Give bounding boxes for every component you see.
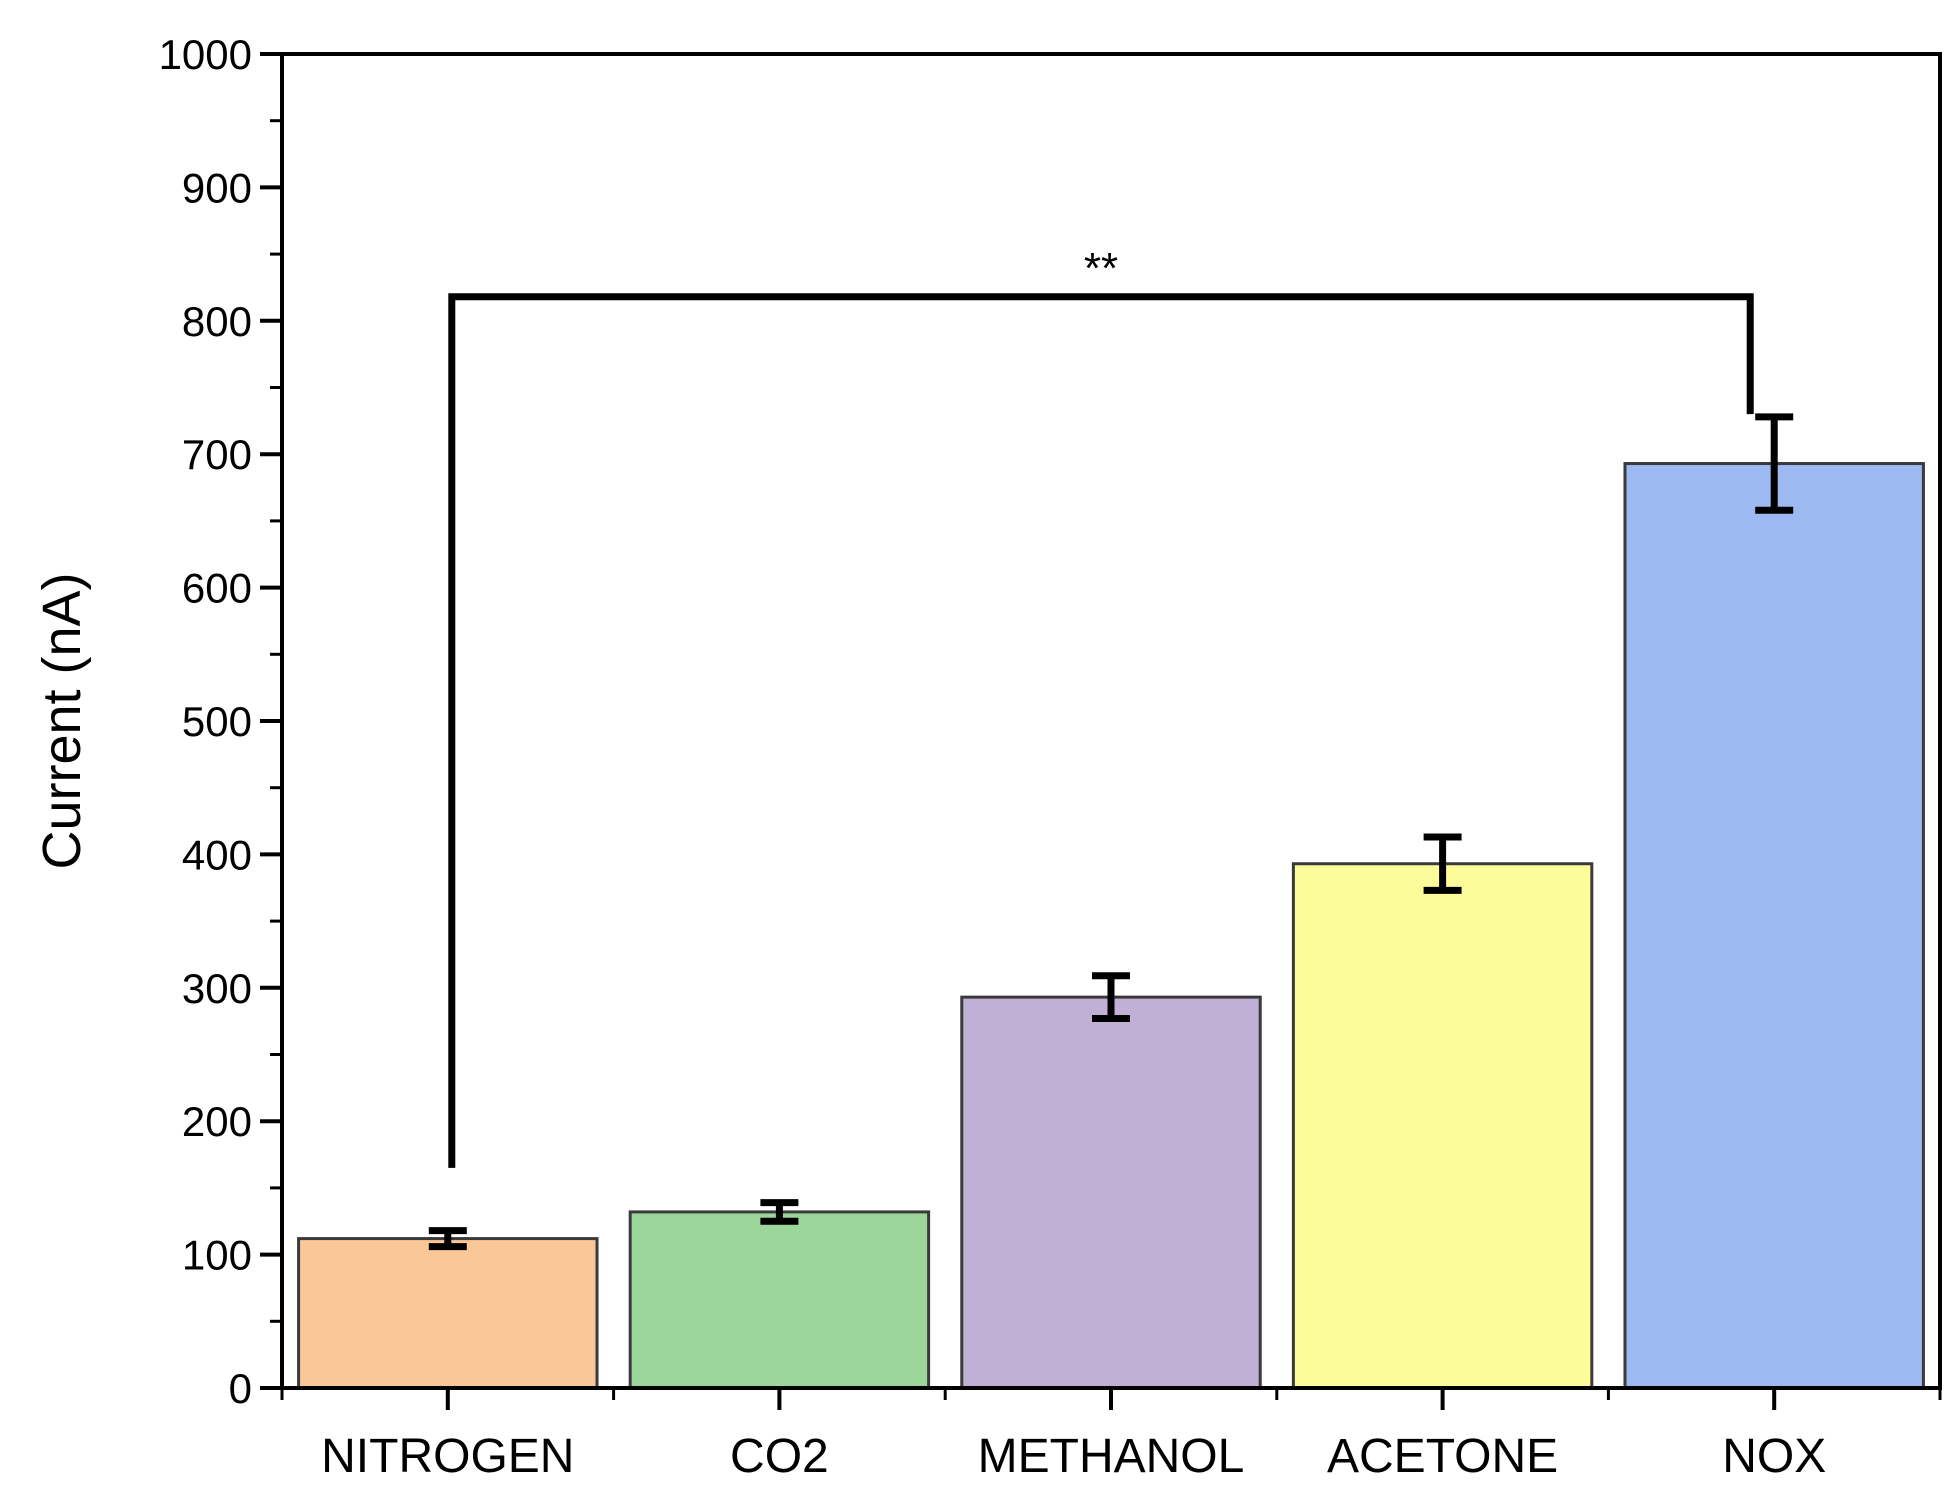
error-bar-nitrogen [428,1227,467,1251]
x-tick-label-nox: NOX [1722,1430,1826,1483]
error-bar-co2 [760,1199,799,1225]
y-tick-label: 800 [182,298,252,345]
x-tick-label-acetone: ACETONE [1327,1430,1558,1483]
bar-nox [1623,462,1925,1390]
x-tick-label-methanol: METHANOL [978,1430,1245,1483]
error-bar-nox [1755,413,1794,514]
y-tick-label: 900 [182,164,252,211]
x-tick-label-nitrogen: NITROGEN [321,1430,574,1483]
bar-co2 [628,1210,931,1390]
y-tick-label: 200 [182,1098,252,1145]
y-tick-label: 400 [182,831,252,878]
y-axis-title: Current (nA) [32,572,92,869]
bar-acetone [1291,862,1594,1390]
y-tick-label: 1000 [159,31,252,78]
x-axis: NITROGEN CO2 METHANOL ACETONE NOX [280,1388,1942,1483]
error-bar-acetone [1423,833,1462,894]
error-bar-methanol [1092,972,1130,1022]
y-tick-label: 300 [182,965,252,1012]
bar-nitrogen [297,1237,599,1390]
x-tick-label-co2: CO2 [730,1430,829,1483]
bar-methanol [960,995,1262,1390]
y-axis: 0 100 200 300 400 500 600 700 800 900 1000 [159,31,282,1412]
significance-bracket: ** [448,244,1754,1168]
y-tick-label: 0 [229,1365,252,1412]
y-tick-label: 700 [182,431,252,478]
y-tick-label: 600 [182,565,252,612]
bars-layer [297,462,1925,1390]
significance-bracket-line [448,293,1754,1168]
error-bars-layer [428,413,1794,1251]
significance-label: ** [1084,244,1118,293]
y-tick-label: 500 [182,698,252,745]
y-tick-label: 100 [182,1232,252,1279]
